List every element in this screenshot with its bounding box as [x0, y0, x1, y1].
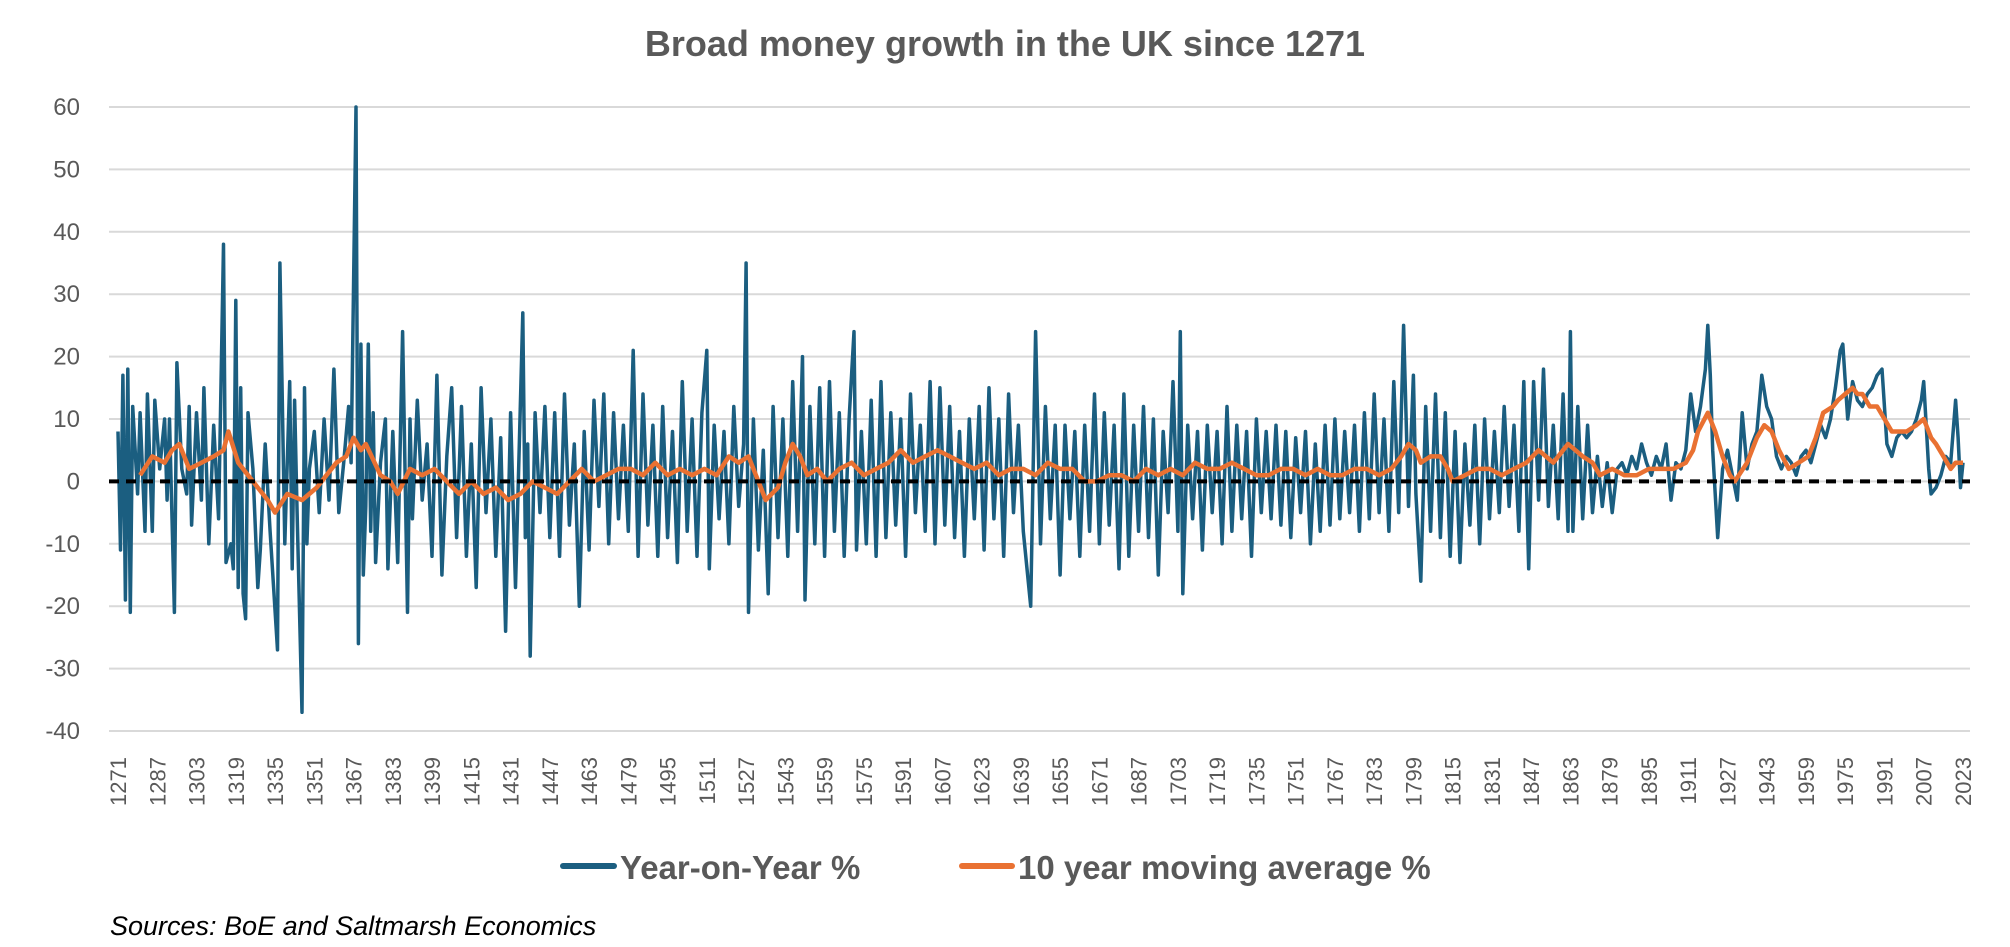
x-tick-label: 1559 — [813, 757, 838, 806]
y-tick-label: -30 — [45, 656, 80, 683]
chart-title: Broad money growth in the UK since 1271 — [645, 23, 1365, 64]
x-tick-label: 1927 — [1715, 757, 1740, 806]
source-note: Sources: BoE and Saltmarsh Economics — [110, 911, 596, 941]
legend-item-yoy: Year-on-Year % — [560, 849, 860, 886]
x-tick-label: 1575 — [852, 757, 877, 806]
x-tick-label: 1543 — [773, 757, 798, 806]
x-tick-label: 1591 — [891, 757, 916, 806]
x-tick-label: 1623 — [970, 757, 995, 806]
x-tick-label: 1447 — [538, 757, 563, 806]
x-tick-label: 1287 — [145, 757, 170, 806]
x-tick-label: 1911 — [1676, 757, 1701, 804]
x-tick-label: 1975 — [1833, 757, 1858, 806]
y-tick-label: 10 — [53, 406, 80, 433]
series-line-yoy — [116, 105, 1965, 715]
y-tick-label: 30 — [53, 281, 80, 308]
legend-label-yoy: Year-on-Year % — [620, 849, 860, 886]
y-tick-label: 60 — [53, 94, 80, 121]
x-tick-label: 2007 — [1912, 757, 1937, 806]
x-tick-label: 1703 — [1166, 757, 1191, 806]
x-tick-label: 1319 — [224, 757, 249, 806]
x-tick-label: 1351 — [302, 757, 327, 806]
x-tick-label: 1479 — [616, 757, 641, 806]
x-tick-label: 1863 — [1558, 757, 1583, 806]
x-tick-label: 1959 — [1794, 757, 1819, 806]
x-tick-label: 1383 — [381, 757, 406, 806]
x-tick-label: 1735 — [1244, 757, 1269, 806]
x-tick-label: 1943 — [1755, 757, 1780, 806]
x-tick-label: 1815 — [1441, 757, 1466, 806]
x-tick-label: 1415 — [459, 757, 484, 806]
y-axis-ticks: 60 50 40 30 20 10 0 -10 -20 -30 -40 — [45, 94, 80, 745]
x-tick-label: 1655 — [1048, 757, 1073, 806]
series-lines — [116, 105, 1965, 715]
x-tick-label: 1271 — [106, 757, 131, 806]
legend-item-moving-average: 10 year moving average % — [959, 849, 1431, 886]
legend-label-moving-average: 10 year moving average % — [1018, 849, 1431, 886]
x-tick-label: 1463 — [577, 757, 602, 806]
x-tick-label: 1607 — [930, 757, 955, 806]
x-tick-label: 1799 — [1401, 757, 1426, 806]
x-tick-label: 2023 — [1951, 757, 1976, 806]
y-tick-label: 40 — [53, 219, 80, 246]
legend: Year-on-Year % 10 year moving average % — [560, 849, 1431, 886]
y-tick-label: -10 — [45, 531, 80, 558]
x-tick-label: 1895 — [1637, 757, 1662, 806]
gridlines — [109, 106, 1970, 732]
x-tick-label: 1879 — [1598, 757, 1623, 806]
x-tick-label: 1831 — [1480, 757, 1505, 806]
x-tick-label: 1399 — [420, 757, 445, 806]
x-tick-label: 1751 — [1284, 757, 1309, 806]
x-tick-label: 1495 — [656, 757, 681, 806]
x-tick-label: 1687 — [1127, 757, 1152, 806]
y-tick-label: -20 — [45, 593, 80, 620]
x-axis-ticks: 1271 1287 1303 1319 1335 1351 1367 1383 1399 1415… — [106, 757, 1976, 806]
x-tick-label: 1367 — [342, 757, 367, 806]
x-tick-label: 1767 — [1323, 757, 1348, 806]
x-tick-label: 1639 — [1009, 757, 1034, 806]
x-tick-label: 1671 — [1087, 757, 1112, 806]
x-tick-label: 1991 — [1872, 757, 1897, 806]
y-tick-label: 20 — [53, 344, 80, 371]
x-tick-label: 1527 — [734, 757, 759, 806]
x-tick-label: 1783 — [1362, 757, 1387, 806]
x-tick-label: 1431 — [499, 757, 524, 806]
y-tick-label: 50 — [53, 156, 80, 183]
x-tick-label: 1335 — [263, 757, 288, 806]
x-tick-label: 1511 — [695, 757, 720, 804]
x-tick-label: 1303 — [185, 757, 210, 806]
x-tick-label: 1847 — [1519, 757, 1544, 806]
x-tick-label: 1719 — [1205, 757, 1230, 806]
y-tick-label: 0 — [67, 468, 80, 495]
series-line-moving-average — [138, 385, 1963, 515]
y-tick-label: -40 — [45, 718, 80, 745]
